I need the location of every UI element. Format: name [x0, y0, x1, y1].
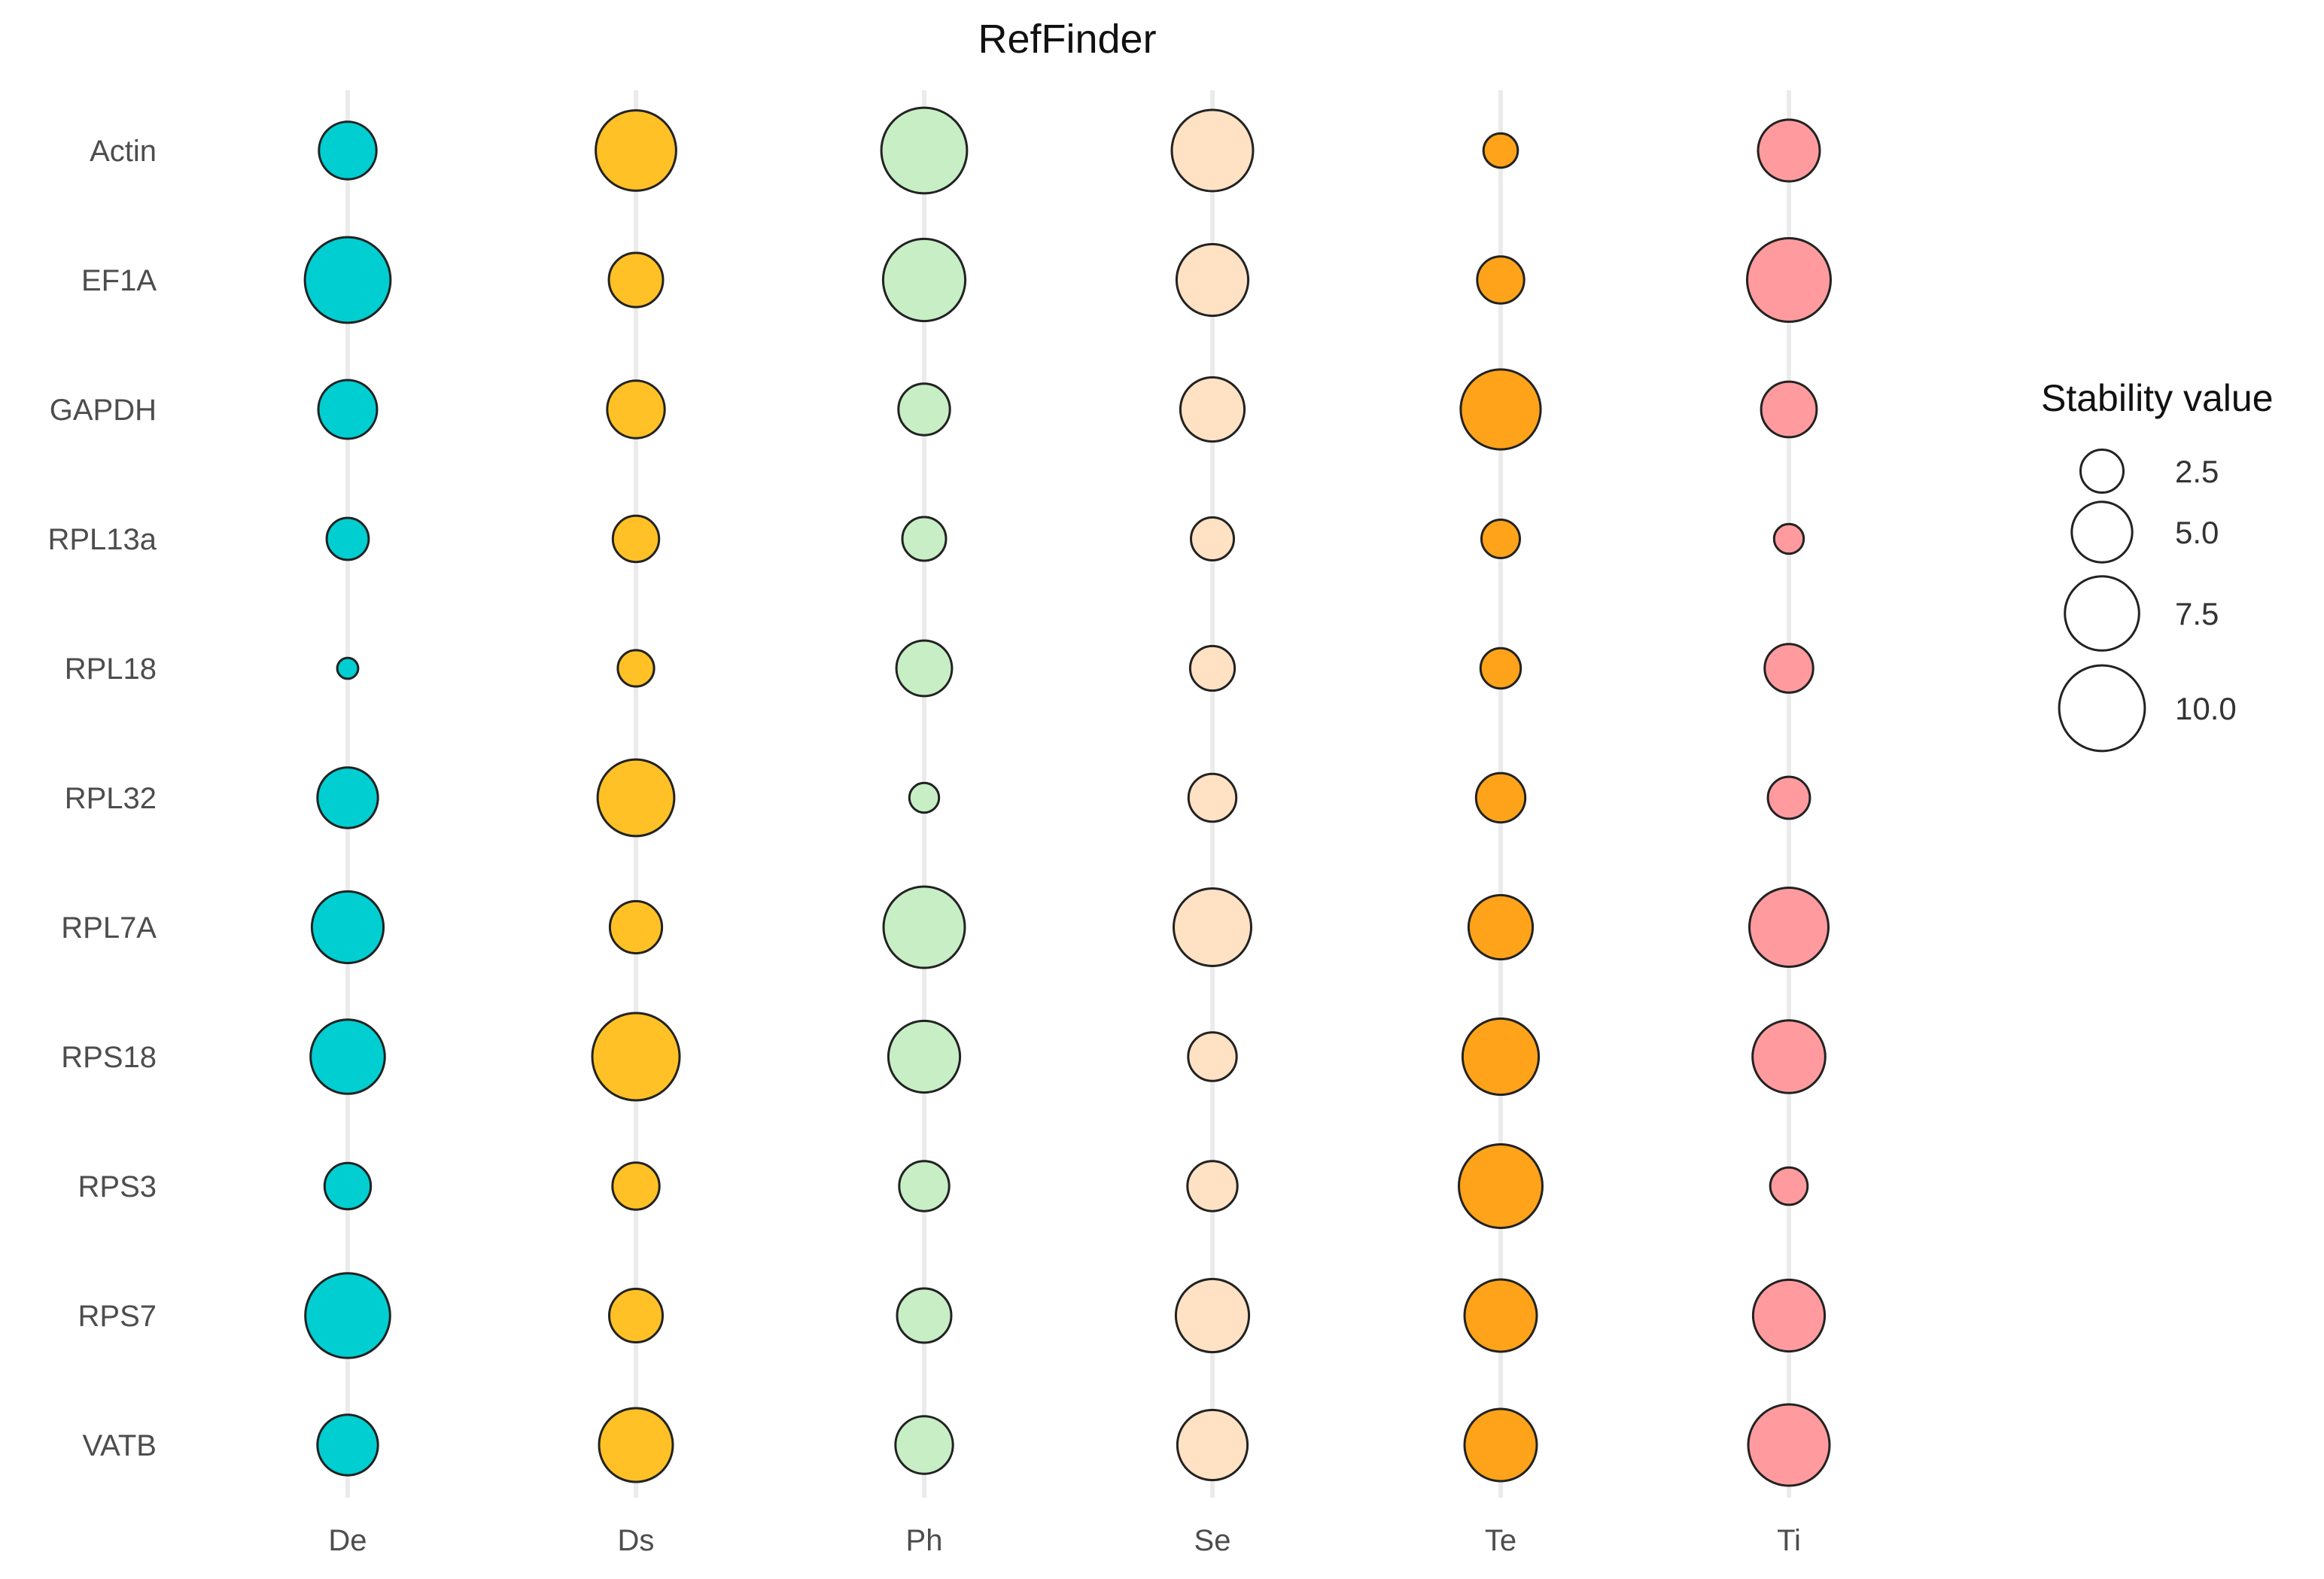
x-axis-ticks: De Ds Ph Se Te Ti: [328, 1524, 1800, 1557]
legend-key-label: 2.5: [2175, 454, 2219, 489]
legend-key-label: 7.5: [2175, 596, 2219, 631]
bubble-Ph-RPL32: [908, 781, 941, 814]
bubble-Te-RPL18: [1479, 647, 1522, 690]
bubble-Ds-RPL7A: [608, 899, 664, 955]
bubble-De-Actin: [318, 120, 378, 181]
bubble-Se-RPL13a: [1190, 516, 1235, 561]
bubble-Se-GAPDH: [1179, 376, 1246, 443]
bubble-Ds-RPL13a: [611, 514, 661, 564]
y-tick-label: VATB: [82, 1429, 157, 1462]
bubble-Ti-RPL7A: [1748, 887, 1830, 968]
y-tick-label: GAPDH: [50, 394, 157, 427]
chart-title: RefFinder: [978, 17, 1156, 62]
bubble-De-RPS18: [309, 1018, 386, 1095]
size-legend: Stability value 2.5 5.0 7.5 10.0: [2041, 377, 2274, 753]
bubble-Ti-VATB: [1747, 1403, 1831, 1487]
bubble-Ds-RPS7: [608, 1288, 664, 1343]
x-tick-label: Ds: [618, 1524, 655, 1557]
bubble-Te-RPS7: [1463, 1278, 1538, 1353]
y-tick-label: RPS7: [78, 1300, 157, 1333]
bubble-Se-Actin: [1170, 108, 1255, 193]
bubble-Ds-Actin: [595, 109, 677, 192]
bubble-Te-GAPDH: [1459, 368, 1542, 451]
y-tick-label: RPL18: [65, 653, 157, 686]
x-tick-label: Ti: [1777, 1524, 1801, 1557]
bubble-Ti-EF1A: [1746, 237, 1832, 323]
bubble-De-EF1A: [303, 236, 392, 324]
bubble-Se-VATB: [1176, 1408, 1249, 1482]
bubble-De-GAPDH: [317, 379, 379, 440]
bubble-De-VATB: [316, 1413, 379, 1477]
bubble-Se-RPL32: [1187, 772, 1238, 823]
legend-title: Stability value: [2041, 377, 2274, 419]
bubble-Ph-RPS7: [896, 1287, 953, 1344]
bubble-Se-RPS3: [1186, 1160, 1239, 1212]
bubble-Te-VATB: [1463, 1407, 1538, 1483]
bubble-De-RPL13a: [325, 516, 370, 561]
bubble-Se-RPS7: [1174, 1277, 1251, 1354]
bubble-Te-RPS18: [1461, 1017, 1541, 1097]
bubble-Ph-VATB: [894, 1415, 954, 1475]
legend-key-circle: [2064, 575, 2140, 652]
bubble-Ds-RPS3: [611, 1161, 661, 1211]
bubbles: [303, 106, 1832, 1487]
bubble-Ti-RPS3: [1769, 1166, 1809, 1206]
bubble-De-RPS3: [323, 1161, 373, 1211]
bubble-Ph-RPL7A: [882, 885, 966, 969]
y-axis-ticks: Actin EF1A GAPDH RPL13a RPL18 RPL32 RPL7A RPS18…: [47, 135, 157, 1462]
bubble-Ds-GAPDH: [606, 379, 666, 440]
grid-lines: [345, 90, 1791, 1498]
bubble-Ti-GAPDH: [1760, 380, 1818, 439]
y-tick-label: RPL32: [65, 782, 157, 815]
bubble-Se-RPS18: [1187, 1031, 1238, 1082]
bubble-Te-RPL13a: [1480, 519, 1521, 559]
x-tick-label: Se: [1194, 1524, 1231, 1557]
legend-key-label: 10.0: [2175, 691, 2237, 726]
bubble-Ph-Actin: [880, 106, 969, 195]
bubble-Ph-RPS3: [898, 1160, 951, 1212]
bubble-Ds-RPL18: [616, 649, 656, 688]
bubble-Te-Actin: [1482, 132, 1519, 169]
bubble-Ti-RPS7: [1751, 1278, 1827, 1353]
bubble-Ph-RPL18: [895, 639, 954, 698]
bubble-Ph-GAPDH: [897, 382, 951, 437]
bubble-Te-RPS3: [1458, 1143, 1544, 1229]
legend-key-circle: [2058, 664, 2146, 753]
x-tick-label: Ph: [906, 1524, 943, 1557]
x-tick-label: Te: [1485, 1524, 1516, 1557]
legend-key-label: 5.0: [2175, 515, 2219, 550]
bubble-Te-RPL32: [1474, 771, 1527, 824]
bubble-Se-EF1A: [1175, 242, 1250, 318]
bubble-Ti-RPL32: [1766, 775, 1811, 820]
bubble-Ph-RPL13a: [901, 516, 948, 562]
y-tick-label: RPS3: [78, 1170, 157, 1203]
legend-key-circle: [2070, 500, 2134, 564]
bubble-Ds-VATB: [598, 1407, 674, 1483]
bubble-Ti-RPL13a: [1772, 522, 1805, 555]
bubble-Ti-Actin: [1757, 118, 1821, 183]
bubble-Ds-RPS18: [591, 1012, 681, 1102]
y-tick-label: RPS18: [61, 1041, 157, 1074]
bubble-Se-RPL7A: [1173, 887, 1252, 967]
bubble-Ds-EF1A: [607, 251, 665, 309]
bubble-Ph-EF1A: [881, 237, 967, 323]
legend-key-circle: [2079, 449, 2125, 494]
bubble-De-RPL18: [336, 656, 360, 680]
x-tick-label: De: [328, 1524, 367, 1557]
y-tick-label: RPL7A: [61, 911, 157, 945]
bubble-Te-RPL7A: [1467, 893, 1535, 961]
bubble-Se-RPL18: [1188, 644, 1237, 692]
bubble-Te-EF1A: [1476, 255, 1526, 305]
bubble-Ti-RPS18: [1751, 1019, 1827, 1094]
y-tick-label: RPL13a: [47, 523, 157, 556]
bubble-Ti-RPL18: [1763, 643, 1814, 694]
bubble-De-RPL32: [316, 766, 379, 829]
y-tick-label: EF1A: [81, 264, 157, 297]
bubble-De-RPS7: [304, 1272, 391, 1359]
bubble-De-RPL7A: [310, 890, 385, 965]
y-tick-label: Actin: [90, 135, 157, 168]
bubble-Ds-RPL32: [596, 758, 676, 838]
bubble-Ph-RPS18: [887, 1019, 962, 1094]
